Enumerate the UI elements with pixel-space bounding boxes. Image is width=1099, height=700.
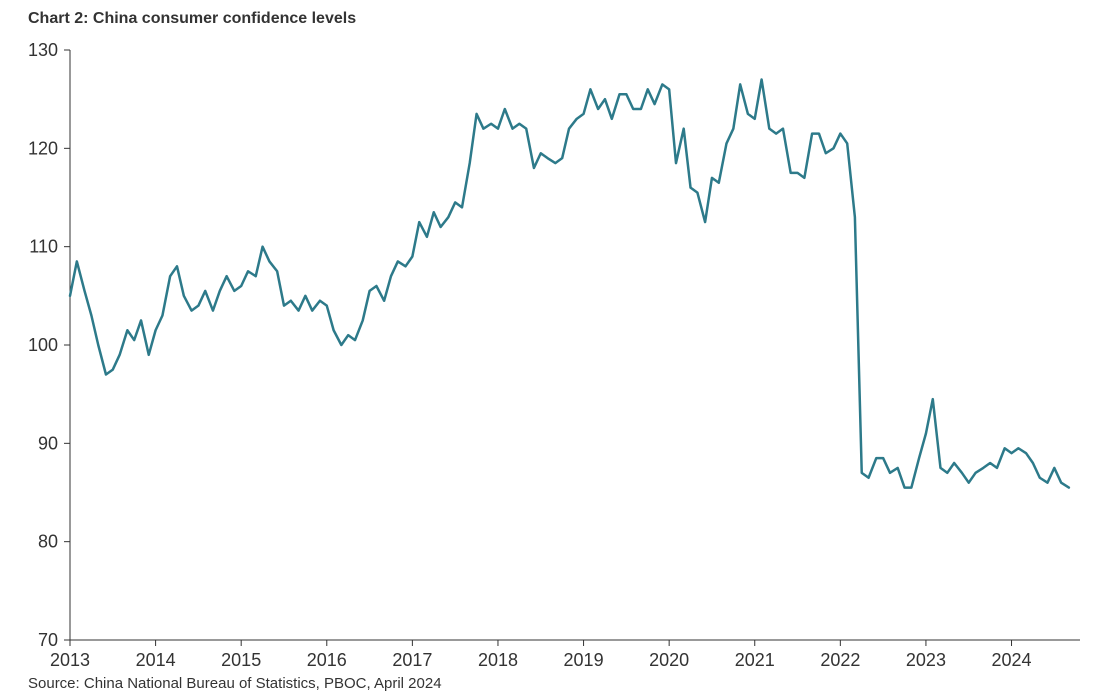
chart-container: Chart 2: China consumer confidence level… — [0, 0, 1099, 700]
x-tick-label: 2018 — [478, 650, 518, 670]
x-tick-label: 2024 — [992, 650, 1032, 670]
x-tick-label: 2019 — [564, 650, 604, 670]
x-tick-label: 2015 — [221, 650, 261, 670]
x-tick-label: 2020 — [649, 650, 689, 670]
x-tick-label: 2013 — [50, 650, 90, 670]
y-tick-label: 90 — [38, 433, 58, 453]
x-tick-label: 2016 — [307, 650, 347, 670]
x-tick-label: 2017 — [392, 650, 432, 670]
y-tick-label: 120 — [28, 138, 58, 158]
x-tick-label: 2023 — [906, 650, 946, 670]
x-tick-label: 2022 — [820, 650, 860, 670]
series-line — [70, 80, 1069, 488]
x-tick-label: 2021 — [735, 650, 775, 670]
y-tick-label: 80 — [38, 532, 58, 552]
y-tick-label: 110 — [29, 237, 58, 257]
y-tick-label: 70 — [38, 630, 58, 650]
x-tick-label: 2014 — [136, 650, 176, 670]
chart-source: Source: China National Bureau of Statist… — [28, 675, 442, 692]
line-chart: 70 80 90 100 110 120 130 2013 2014 2015 2016 2017 20… — [0, 0, 1099, 700]
y-tick-label: 130 — [28, 40, 58, 60]
y-tick-label: 100 — [28, 335, 58, 355]
